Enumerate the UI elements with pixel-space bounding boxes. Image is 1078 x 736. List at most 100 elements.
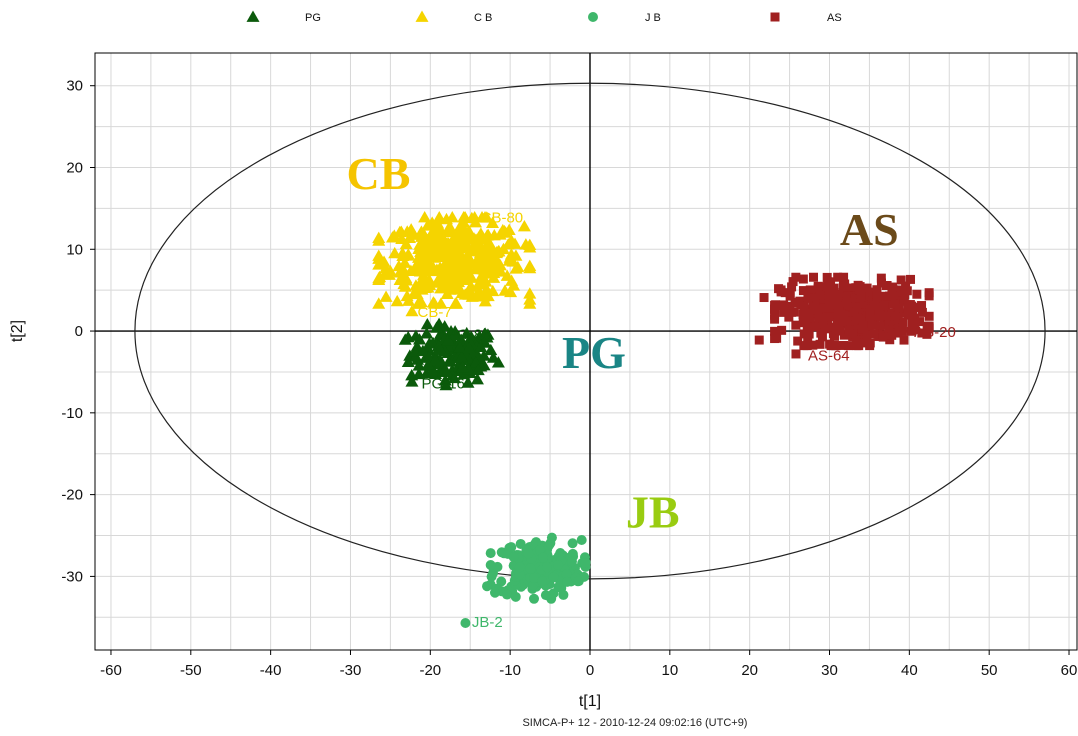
- data-point: [416, 344, 430, 357]
- data-point: [433, 342, 447, 355]
- data-point: [469, 356, 483, 368]
- data-point: [890, 311, 900, 321]
- data-point: [455, 350, 469, 362]
- data-point: [485, 548, 496, 559]
- group-labels: PG CB JB AS: [346, 148, 898, 538]
- series-pg: [398, 317, 505, 391]
- data-point: [415, 230, 429, 242]
- data-point: [878, 332, 888, 342]
- data-point: [409, 262, 423, 275]
- x-tick-label: 40: [901, 662, 918, 679]
- data-point: [842, 297, 852, 307]
- data-point: [567, 548, 578, 559]
- data-point: [529, 593, 540, 604]
- legend: PG C B J B AS: [246, 10, 842, 24]
- data-point: [523, 548, 534, 559]
- data-point: [398, 280, 412, 292]
- data-point: [865, 338, 875, 348]
- data-point: [872, 291, 882, 301]
- data-point: [450, 297, 464, 309]
- data-point: [869, 329, 879, 339]
- data-point: [813, 305, 823, 315]
- data-point: [525, 563, 536, 574]
- data-point: [903, 310, 913, 320]
- data-point: [798, 274, 808, 284]
- data-point: [907, 319, 917, 329]
- data-point: [509, 249, 523, 261]
- data-point: [566, 556, 577, 567]
- data-point: [851, 335, 861, 345]
- data-point: [858, 324, 868, 334]
- data-point: [561, 569, 572, 580]
- data-points: [372, 211, 934, 629]
- data-point: [494, 265, 508, 277]
- data-point: [876, 278, 886, 288]
- data-point: [853, 313, 863, 323]
- data-point: [432, 212, 446, 224]
- data-point: [884, 324, 894, 334]
- data-point: [789, 307, 799, 317]
- data-point: [415, 257, 429, 270]
- data-point: [842, 316, 852, 326]
- data-point: [390, 294, 404, 307]
- data-point: [402, 294, 416, 306]
- data-point: [514, 562, 525, 573]
- data-point: [808, 340, 818, 350]
- data-point: [409, 350, 423, 362]
- data-point: [839, 330, 849, 340]
- data-point: [523, 259, 537, 272]
- series-cb: [372, 211, 537, 317]
- data-point: [401, 248, 415, 260]
- data-point: [514, 569, 525, 580]
- hotelling-ellipse: [134, 82, 1046, 580]
- data-point: [791, 349, 801, 359]
- data-point: [407, 287, 421, 299]
- data-point: [412, 359, 426, 371]
- data-point: [777, 325, 787, 335]
- point-labels: PG-80 PG-16 CB-80 CB-7 JB-2 AS-20 AS-64: [418, 209, 956, 631]
- data-point: [867, 320, 877, 330]
- data-point: [414, 295, 428, 308]
- data-point: [535, 544, 546, 555]
- data-point: [813, 283, 823, 293]
- data-point: [912, 289, 922, 299]
- data-point: [817, 332, 827, 342]
- x-tick-label: 10: [661, 662, 678, 679]
- x-tick-label: -10: [499, 662, 521, 679]
- data-point: [474, 340, 488, 353]
- data-point: [508, 552, 519, 563]
- y-axis-title: t[2]: [9, 320, 26, 342]
- data-point: [420, 327, 434, 339]
- data-point: [879, 293, 889, 303]
- x-axis-title: t[1]: [579, 693, 601, 710]
- data-point: [838, 292, 848, 302]
- data-point: [576, 535, 587, 546]
- data-point: [517, 220, 531, 232]
- data-point: [453, 341, 467, 353]
- data-point: [906, 274, 916, 284]
- data-point: [908, 325, 918, 335]
- data-point: [814, 313, 824, 323]
- y-tick-label: -10: [61, 405, 83, 422]
- data-point: [480, 331, 494, 343]
- x-tick-label: -60: [100, 662, 122, 679]
- data-point: [803, 293, 813, 303]
- data-point: [480, 211, 494, 223]
- data-point: [772, 333, 782, 343]
- y-tick-label: -20: [61, 487, 83, 504]
- data-point: [486, 571, 497, 582]
- data-point: [372, 273, 386, 286]
- data-point: [505, 274, 519, 286]
- data-point: [372, 258, 386, 270]
- data-point: [510, 591, 521, 602]
- data-point: [858, 299, 868, 309]
- axis-ticks: -60 -50 -40 -30 -20 -10 0 10 20 30 40 50 60 -30 -20 -10…: [61, 78, 1077, 679]
- data-point: [511, 260, 525, 273]
- data-point: [805, 285, 815, 295]
- data-point: [898, 317, 908, 327]
- data-point: [804, 329, 814, 339]
- data-point: [854, 341, 864, 351]
- point-label: PG-80: [447, 326, 490, 343]
- data-point: [795, 296, 805, 306]
